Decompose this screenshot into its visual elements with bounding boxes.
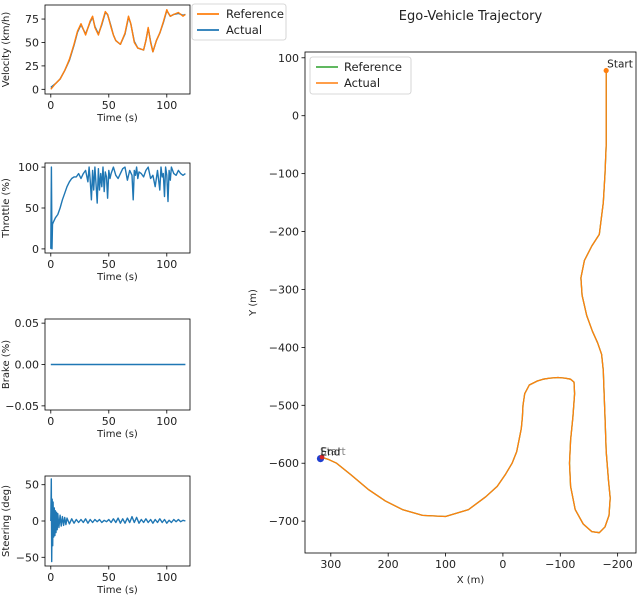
x-axis-label: Time (s) [96, 113, 138, 124]
x-axis-label: Time (s) [96, 585, 138, 596]
y-axis-label: Throttle (%) [1, 178, 12, 239]
y-tick-label: 50 [25, 479, 39, 492]
x-tick-label: −100 [545, 558, 575, 571]
series-trajectory-actual [320, 70, 611, 534]
y-axis-label: Y (m) [248, 289, 259, 317]
y-tick-label: 100 [18, 161, 39, 174]
x-tick-label: 100 [435, 558, 456, 571]
y-tick-label: 25 [25, 60, 39, 73]
series-velocity-actual [50, 9, 186, 88]
x-axis-label: Time (s) [96, 272, 138, 283]
x-tick-label: 0 [47, 258, 54, 271]
legend-velocity [191, 3, 287, 41]
end-label: End [320, 447, 340, 459]
legend-box [191, 3, 287, 41]
x-tick-label: 0 [47, 571, 54, 584]
x-tick-label: 0 [47, 99, 54, 112]
series-steering-actual [50, 478, 186, 563]
y-tick-label: −700 [269, 515, 299, 528]
x-tick-label: 100 [156, 99, 177, 112]
series-trajectory-reference [320, 70, 611, 534]
x-tick-label: 50 [102, 415, 116, 428]
y-tick-label: 0.00 [15, 359, 40, 372]
chart-title: Ego-Vehicle Trajectory [399, 9, 543, 24]
x-tick-label: 50 [102, 258, 116, 271]
axes-trajectory [301, 51, 637, 557]
x-tick-label: −200 [603, 558, 633, 571]
end-marker-red [319, 454, 325, 460]
axes-steering [41, 475, 191, 570]
y-tick-label: −600 [269, 457, 299, 470]
y-tick-label: 0 [292, 110, 299, 123]
y-tick-label: −300 [269, 283, 299, 296]
x-tick-label: 50 [102, 99, 116, 112]
y-tick-label: 0 [32, 515, 39, 528]
y-tick-label: 75 [25, 13, 39, 26]
x-tick-label: 100 [156, 258, 177, 271]
axes-frame [44, 4, 191, 95]
y-tick-label: −100 [269, 168, 299, 181]
y-tick-label: 0.05 [15, 317, 40, 330]
x-tick-label: 100 [156, 571, 177, 584]
legend-label: Reference [226, 7, 284, 21]
y-tick-label: −200 [269, 226, 299, 239]
y-tick-label: −0.05 [5, 400, 39, 413]
x-tick-label: 100 [156, 415, 177, 428]
x-tick-label: 0 [499, 558, 506, 571]
legend-trajectory [309, 56, 412, 95]
y-tick-label: 0 [32, 243, 39, 256]
axes-throttle [41, 162, 191, 257]
y-axis-label: Steering (deg) [1, 485, 12, 557]
x-axis-label: Time (s) [96, 429, 138, 440]
y-tick-label: 50 [25, 36, 39, 49]
y-tick-label: −50 [16, 551, 39, 564]
axes-frame [304, 51, 637, 554]
y-axis-label: Brake (%) [1, 340, 12, 389]
x-axis-label: X (m) [457, 575, 485, 586]
y-tick-label: 0 [32, 83, 39, 96]
axes-brake [41, 318, 191, 414]
axes-velocity [41, 3, 287, 98]
legend-label: Actual [226, 23, 262, 37]
y-axis-label: Velocity (km/h) [1, 12, 12, 88]
start-label-overlap: Start [320, 446, 346, 458]
legend-label: Actual [344, 76, 380, 90]
series-throttle-actual [50, 166, 186, 250]
y-tick-label: −400 [269, 341, 299, 354]
start-label: Start [607, 59, 633, 71]
x-tick-label: 0 [47, 415, 54, 428]
y-tick-label: −500 [269, 399, 299, 412]
x-tick-label: 300 [320, 558, 341, 571]
legend-label: Reference [344, 60, 402, 74]
x-tick-label: 200 [378, 558, 399, 571]
y-tick-label: 100 [278, 52, 299, 65]
x-tick-label: 50 [102, 571, 116, 584]
y-tick-label: 50 [25, 202, 39, 215]
start-marker [603, 67, 609, 74]
series-velocity-reference [50, 8, 186, 90]
